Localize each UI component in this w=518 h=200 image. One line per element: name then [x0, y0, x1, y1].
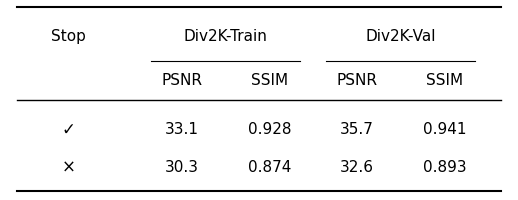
- Text: 0.874: 0.874: [248, 160, 291, 175]
- Text: 35.7: 35.7: [340, 122, 374, 137]
- Text: 32.6: 32.6: [340, 160, 374, 175]
- Text: SSIM: SSIM: [426, 73, 463, 88]
- Text: SSIM: SSIM: [251, 73, 288, 88]
- Text: Stop: Stop: [51, 29, 86, 44]
- Text: PSNR: PSNR: [336, 73, 378, 88]
- Text: 0.893: 0.893: [423, 160, 466, 175]
- Text: 30.3: 30.3: [165, 160, 199, 175]
- Text: PSNR: PSNR: [161, 73, 202, 88]
- Text: 0.928: 0.928: [248, 122, 291, 137]
- Text: Div2K-Val: Div2K-Val: [365, 29, 436, 44]
- Text: 33.1: 33.1: [165, 122, 199, 137]
- Text: 0.941: 0.941: [423, 122, 466, 137]
- Text: ✓: ✓: [62, 121, 75, 139]
- Text: ×: ×: [62, 158, 75, 176]
- Text: Div2K-Train: Div2K-Train: [183, 29, 267, 44]
